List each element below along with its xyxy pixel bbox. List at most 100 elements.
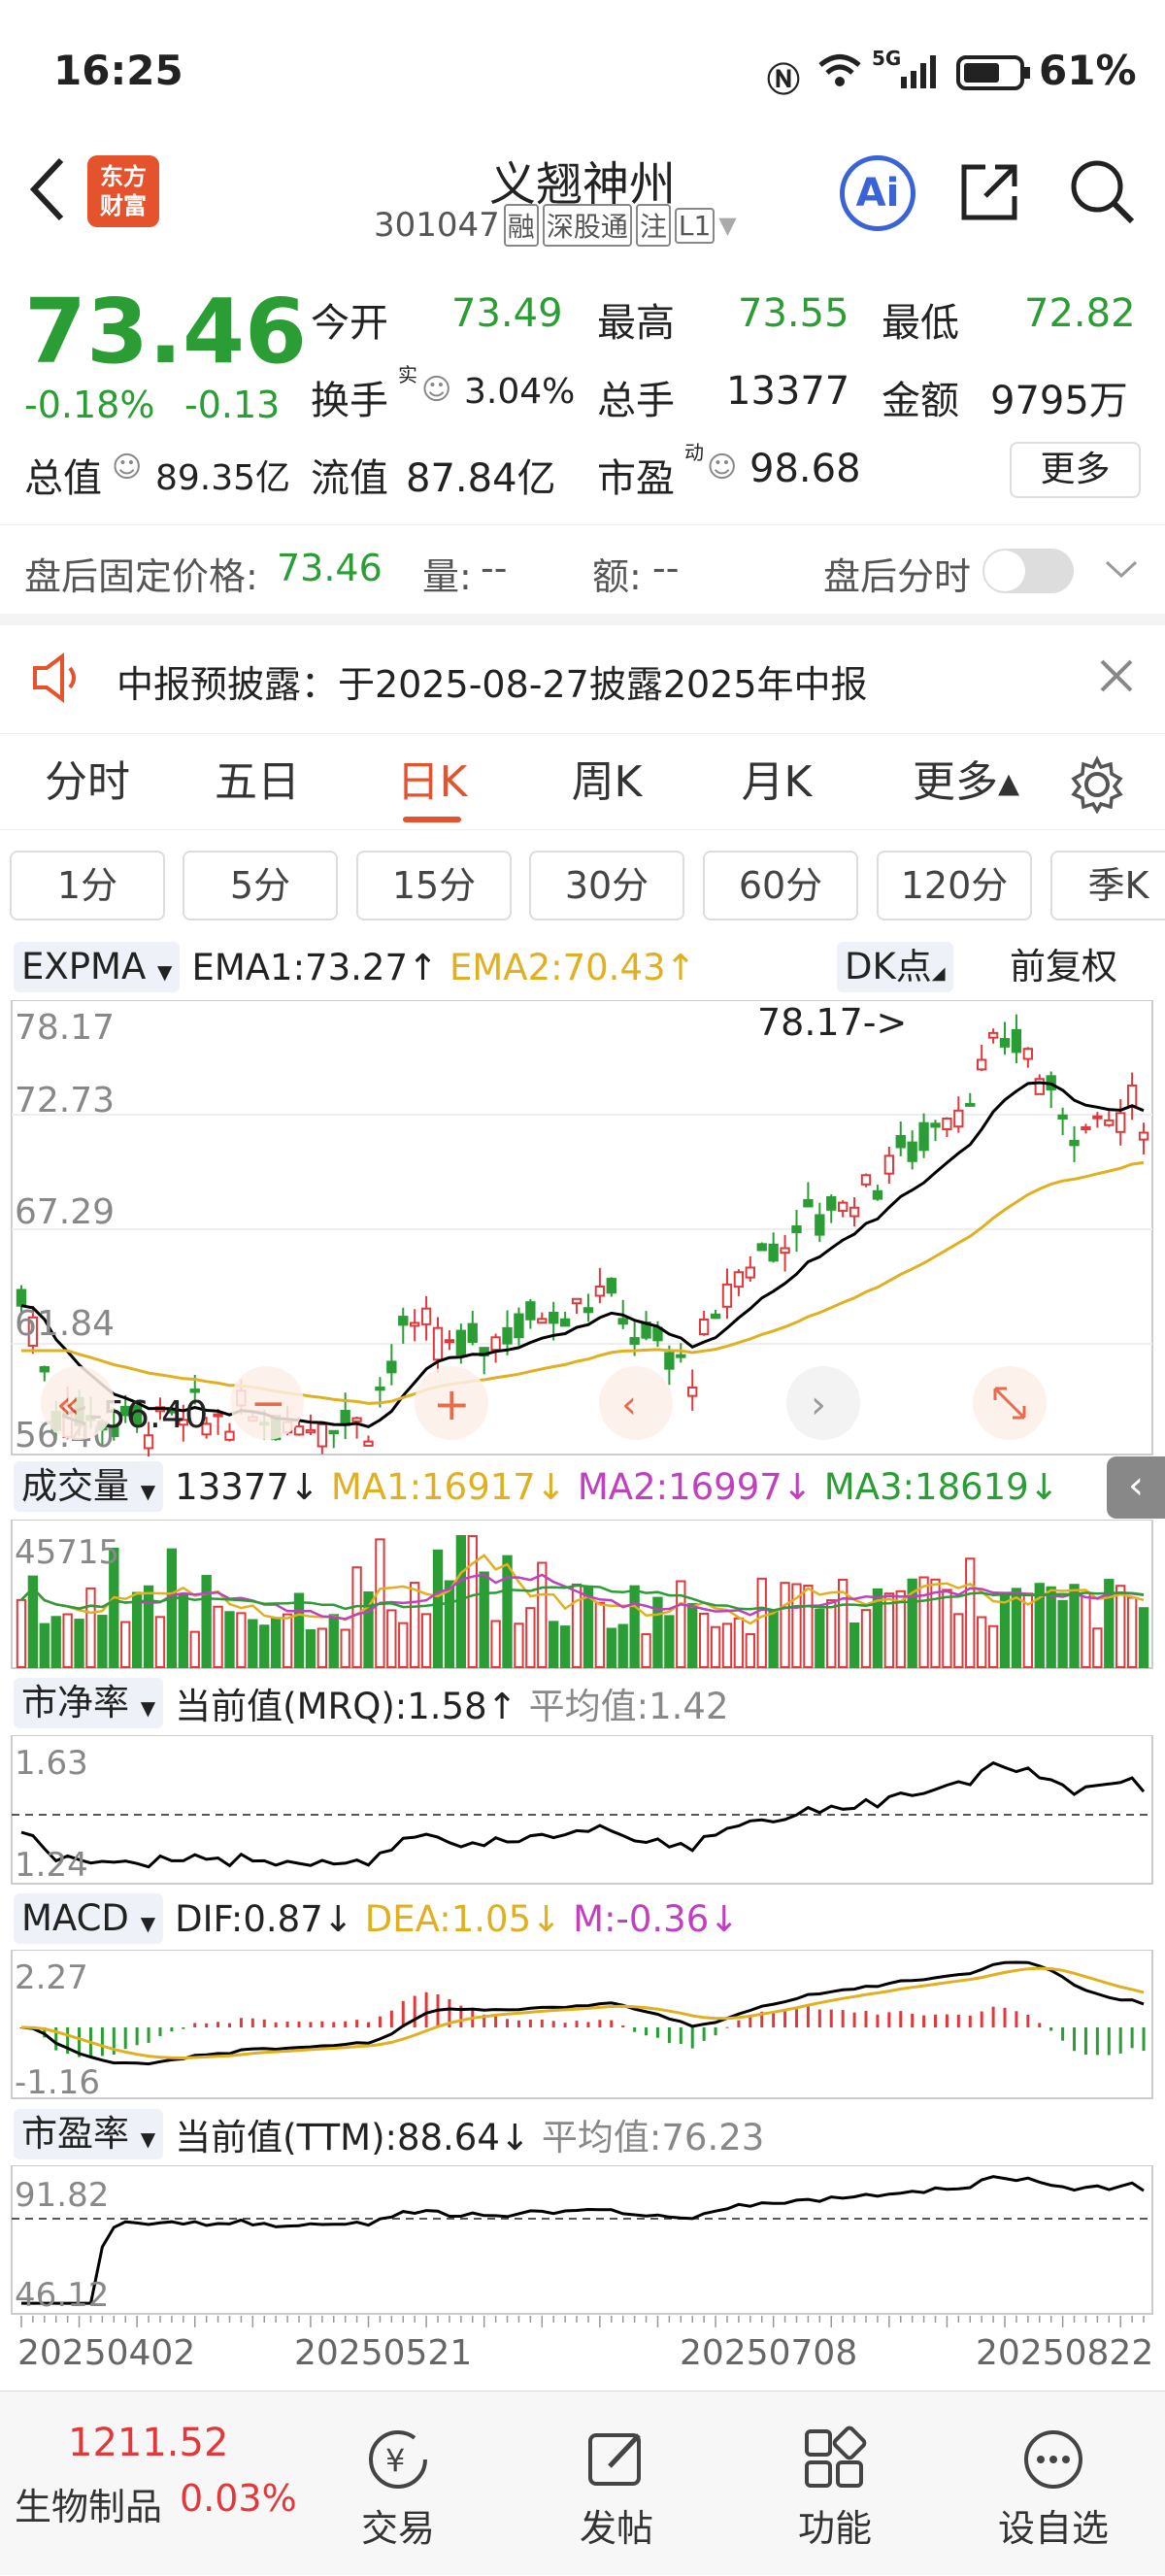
macd-bar [991,2006,995,2027]
afterhours-amt: -- [652,547,680,589]
period-120min[interactable]: 120分 [877,851,1032,920]
candle-body [467,1322,478,1343]
volume-bar [641,1633,651,1669]
macd-bar [817,2009,821,2027]
share-icon[interactable] [956,157,1024,225]
candle-body [490,1336,501,1352]
macd-bar [1083,2027,1087,2056]
indicator-select[interactable]: EXPMA ▼ [14,942,181,992]
pb-tick-high: 1.63 [15,1744,88,1783]
pb-select[interactable]: 市净率 ▼ [14,1678,164,1728]
candle-body [582,1307,594,1314]
macd-bar [540,2019,544,2027]
volume-bar [270,1617,282,1668]
volume-bar [131,1591,143,1668]
period-1min[interactable]: 1分 [10,851,165,920]
period-5min[interactable]: 5分 [183,851,338,920]
kline-header: EXPMA ▼ EMA1:73.27↑ EMA2:70.43↑ [0,937,1165,997]
zoom-in-icon[interactable] [415,1366,488,1440]
index-ticker[interactable]: 1211.52 生物制品 0.03% [0,2392,311,2576]
tab-fenshi[interactable]: 分时 [45,757,130,807]
back-icon[interactable] [24,155,73,223]
macd-bar [1142,2027,1146,2052]
status-bar: 16:25 Ⓝ 5G 61% [0,0,1165,146]
settings-gear-icon[interactable] [1068,755,1126,814]
ema1-value: EMA1:73.27↑ [191,946,438,988]
candle-body [455,1329,467,1355]
info-icon[interactable]: ☺ [112,451,143,485]
volume-chart[interactable]: 45715 [0,1520,1165,1670]
macd-select[interactable]: MACD ▼ [14,1893,164,1944]
volume-bar [525,1607,536,1668]
candle-body [398,1316,409,1326]
volume-ma3: MA3:18619↓ [823,1465,1059,1508]
volume-select[interactable]: 成交量 ▼ [14,1461,164,1512]
macd-bar [702,2027,706,2041]
amount-value: 9795万 [990,379,1128,423]
date-label-2: 20250521 [294,2333,472,2373]
macd-chart[interactable]: 2.27 -1.16 [0,1950,1165,2100]
volume-bar [930,1578,941,1668]
eastmoney-logo[interactable]: 东方 财富 [87,155,159,227]
kline-chart[interactable]: 78.17 72.73 67.29 61.84 56.40 78.17-> <-… [0,1000,1165,1456]
tab-more[interactable]: 更多▴ [912,757,1020,807]
candle-body [559,1318,571,1327]
candle-body [525,1301,536,1321]
chevron-down-icon[interactable] [1102,554,1141,584]
change-percent: -0.18% [24,384,155,426]
pe-select[interactable]: 市盈率 ▼ [14,2109,164,2159]
info-icon[interactable]: ☺ [707,451,738,485]
zoom-out-icon[interactable] [230,1366,304,1440]
volume-bar [1034,1583,1045,1668]
nfc-icon: Ⓝ [767,61,800,100]
volume-bar [710,1625,721,1669]
functions-button[interactable]: 功能 [762,2392,908,2552]
info-icon[interactable]: ☺ [421,373,452,407]
candle-body [410,1321,420,1327]
pe-name: 市盈率 [21,2113,129,2155]
scroll-left-fast-icon[interactable] [41,1366,115,1440]
volume-bar [166,1548,178,1668]
tab-yuek[interactable]: 月K [741,757,813,807]
add-watchlist-button[interactable]: 设自选 [981,2392,1126,2552]
search-icon[interactable] [1068,157,1136,225]
ai-button[interactable]: Ai [840,155,915,231]
period-quarter[interactable]: 季K [1050,851,1165,920]
trade-button[interactable]: ¥ 交易 [325,2392,471,2552]
scroll-right-icon[interactable] [786,1366,860,1440]
afterhours-toggle[interactable] [982,549,1074,593]
dropdown-icon[interactable]: ▼ [718,212,737,239]
pb-chart[interactable]: 1.63 1.24 [0,1735,1165,1886]
tab-rik[interactable]: 日K [396,757,468,807]
candle-body [1081,1126,1091,1131]
period-60min[interactable]: 60分 [703,851,858,920]
price-tick-3: 67.29 [15,1192,115,1232]
pe-chart[interactable]: 91.82 46.12 20250402 20250521 20250708 2… [0,2165,1165,2389]
adjust-button[interactable]: 前复权 [1010,946,1117,987]
macd-bar [899,2011,903,2027]
volume-value: 13377 [726,369,850,414]
tab-wuri[interactable]: 五日 [215,757,300,807]
tag-connect: 深股通 [542,204,632,247]
more-button[interactable]: 更多 [1010,442,1141,498]
collapse-panel-icon[interactable]: ‹ [1107,1456,1165,1519]
volume-bar [895,1589,906,1668]
candle-body [1022,1048,1034,1060]
close-icon[interactable] [1097,656,1136,695]
volume-bar [721,1623,733,1669]
pb-tick-low: 1.24 [15,1846,88,1885]
period-15min[interactable]: 15分 [356,851,512,920]
post-button[interactable]: 发帖 [544,2392,689,2552]
macd-bar [494,2016,498,2027]
candle-body [293,1425,305,1436]
period-30min[interactable]: 30分 [529,851,684,920]
tab-zhouk[interactable]: 周K [571,757,643,807]
volume-bar [606,1627,616,1668]
volume-bar [201,1575,212,1668]
volume-bar [410,1582,420,1668]
volume-bar [16,1598,27,1668]
notice-bar[interactable]: 中报预披露：于2025-08-27披露2025年中报 [0,614,1165,722]
scroll-left-icon[interactable] [599,1366,673,1440]
dk-button[interactable]: DK点◢ [837,942,953,992]
volume-bar [977,1616,987,1668]
